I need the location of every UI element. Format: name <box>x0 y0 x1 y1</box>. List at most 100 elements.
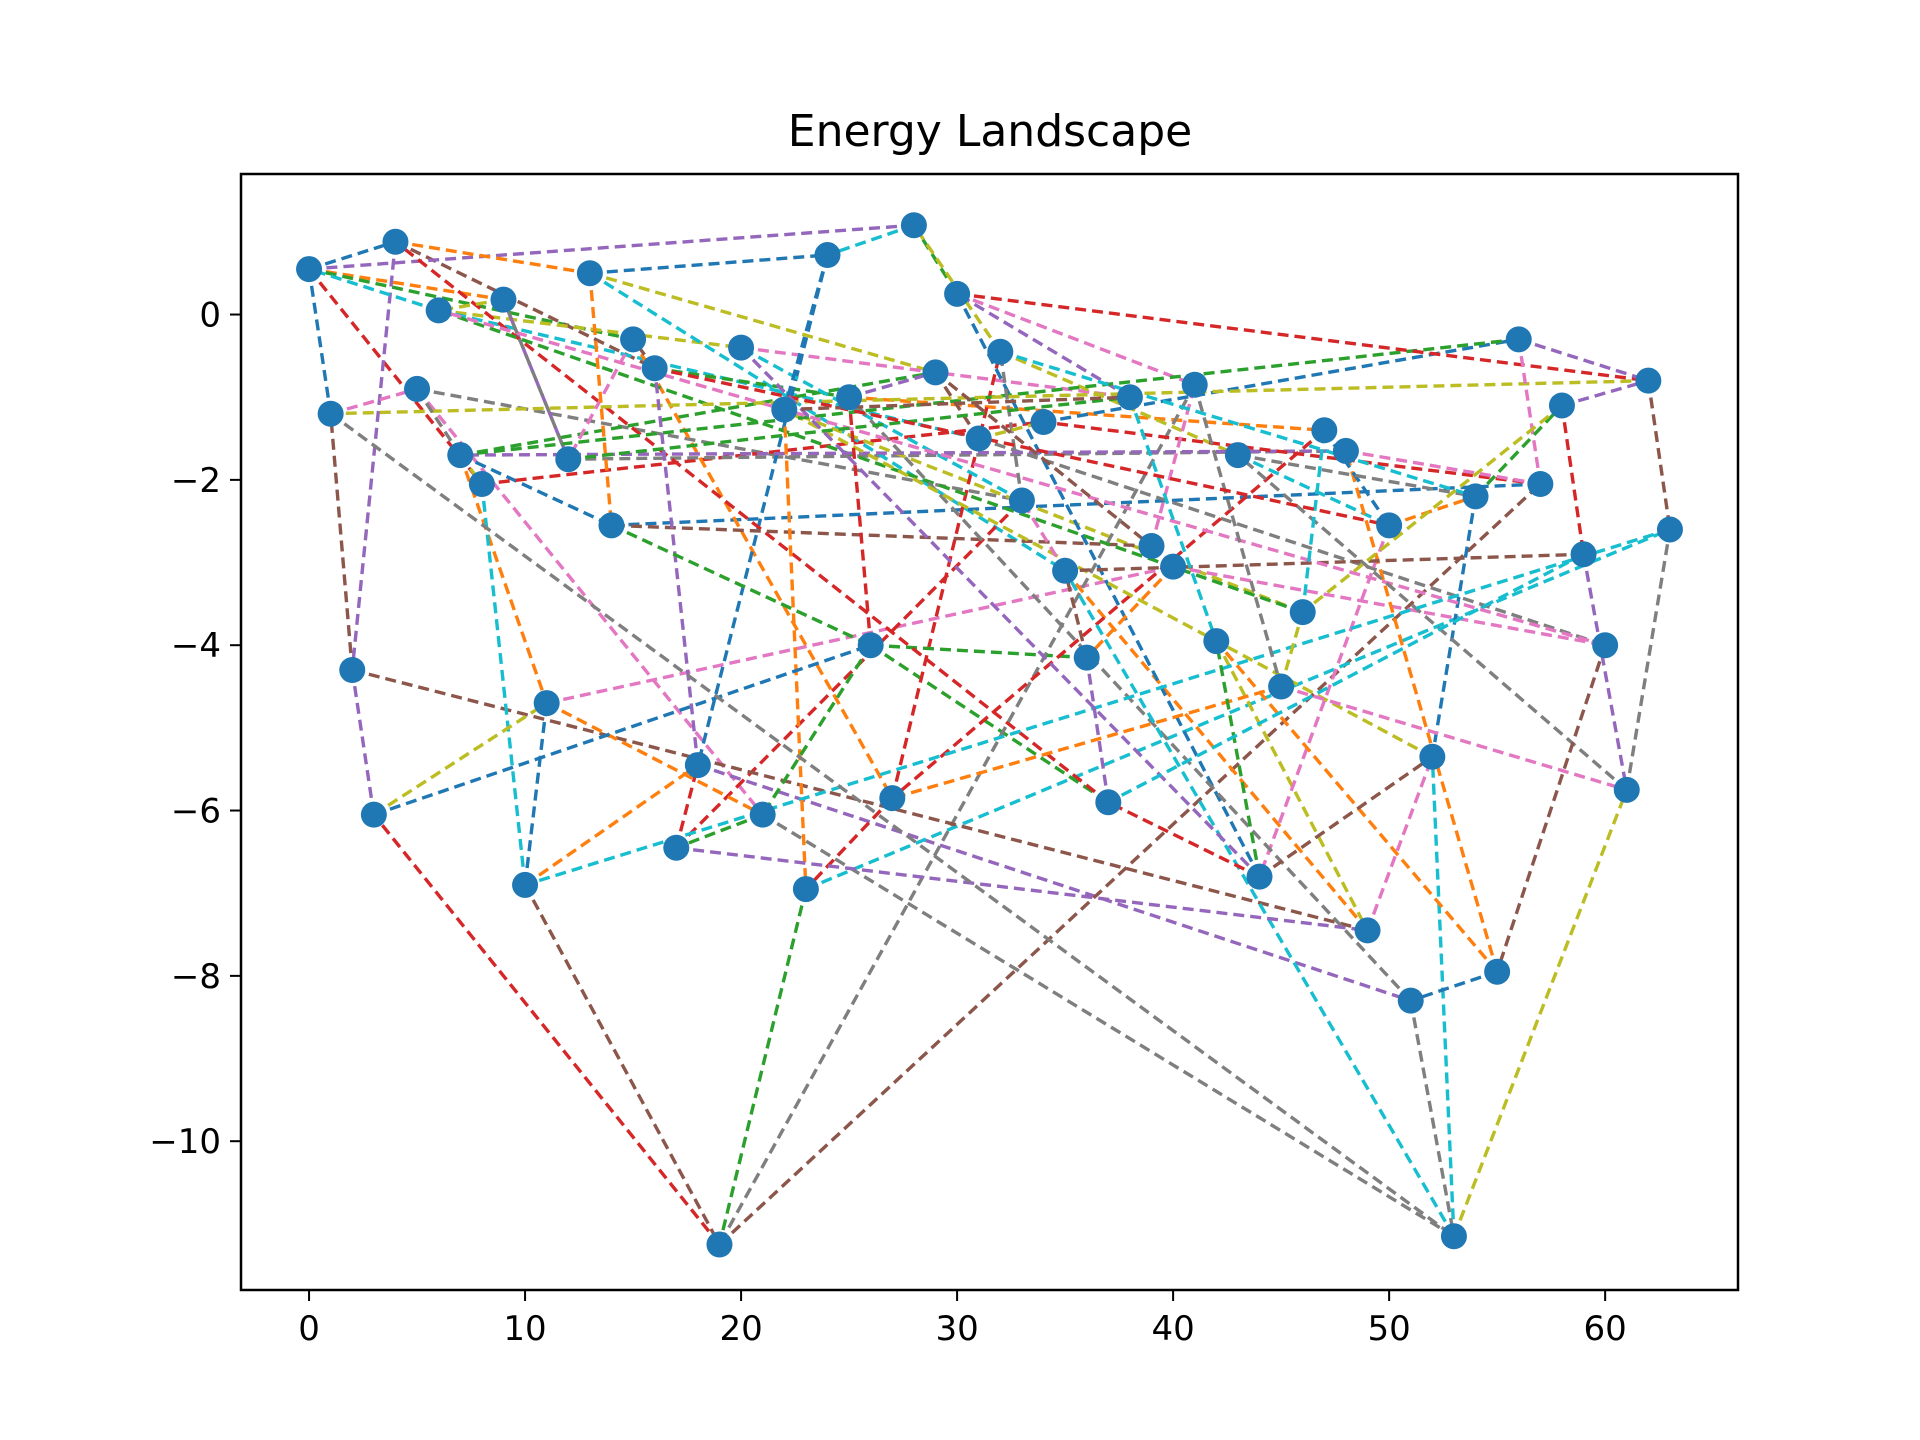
edge-line <box>956 292 1196 387</box>
data-point <box>339 657 366 683</box>
data-point <box>1095 789 1122 816</box>
edge-line <box>1020 499 1067 572</box>
data-point <box>1548 392 1575 419</box>
edge-line <box>610 523 872 647</box>
edge-line <box>675 499 1024 849</box>
edge-line <box>307 268 333 414</box>
edge-line <box>1301 404 1564 614</box>
edge-line <box>1172 564 1606 647</box>
edge-line <box>523 702 549 886</box>
edge-line <box>1257 524 1391 878</box>
data-point <box>922 359 949 386</box>
edge-line <box>1301 430 1327 613</box>
data-point <box>1311 417 1338 444</box>
edge-line <box>804 796 894 891</box>
edge-line <box>869 643 1110 804</box>
data-point <box>555 446 582 473</box>
edge-line <box>782 409 808 890</box>
chart-title: Energy Landscape <box>788 106 1192 157</box>
data-point <box>1592 632 1619 659</box>
data-point <box>1138 533 1165 559</box>
edge-line <box>460 337 1519 457</box>
edge-line <box>675 813 764 850</box>
edge-line <box>1561 379 1649 408</box>
data-point <box>1030 409 1057 435</box>
data-point <box>1635 367 1662 394</box>
edge-line <box>1063 569 1369 932</box>
edge-line <box>308 267 440 313</box>
data-point <box>1116 384 1143 411</box>
edge-line <box>676 846 1368 933</box>
data-point <box>1073 644 1100 671</box>
data-point <box>425 297 452 324</box>
edge-line <box>1085 565 1175 659</box>
data-point <box>447 442 474 469</box>
data-point <box>1419 743 1446 770</box>
data-point <box>1462 483 1489 510</box>
edge-line <box>1452 789 1629 1237</box>
data-point <box>1268 673 1295 700</box>
edge-line <box>1495 644 1607 973</box>
edge-line <box>1474 404 1564 498</box>
edge-line <box>654 366 1390 527</box>
edge-line <box>631 338 894 799</box>
data-point <box>598 512 625 539</box>
edge-line <box>1581 553 1629 791</box>
edge-line <box>1430 496 1478 758</box>
edge-line <box>568 395 1131 461</box>
edge-line <box>1625 529 1672 791</box>
data-point <box>360 801 387 828</box>
edge-line <box>783 408 1304 614</box>
edge-line <box>459 370 936 457</box>
edge-line <box>611 482 1541 528</box>
data-point <box>404 375 431 402</box>
edge-line <box>330 378 1649 416</box>
data-point <box>296 256 323 283</box>
data-point <box>1052 557 1079 584</box>
edge-line <box>524 527 1671 887</box>
edge-line <box>589 271 936 375</box>
x-tick-label: 0 <box>298 1309 320 1349</box>
edge-line <box>847 397 873 646</box>
data-point <box>749 801 776 828</box>
x-tick-label: 60 <box>1584 1309 1627 1349</box>
edge-line <box>1517 339 1543 485</box>
edge-line <box>1063 569 1456 1238</box>
y-tick-label: −4 <box>171 626 221 666</box>
edge-line <box>458 454 549 704</box>
data-point <box>1203 628 1230 655</box>
edge-line <box>998 351 1024 501</box>
data-point <box>1332 437 1359 464</box>
edge-line <box>415 387 765 816</box>
data-point <box>944 280 971 307</box>
data-point <box>576 260 603 287</box>
edge-line <box>978 436 1606 647</box>
data-point <box>900 212 927 239</box>
data-point <box>663 834 690 861</box>
edge-line <box>350 241 398 671</box>
edge-line <box>999 350 1477 499</box>
edge-line <box>372 701 548 817</box>
data-point <box>1181 371 1208 398</box>
edge-line <box>782 254 830 411</box>
edge-line <box>934 371 981 440</box>
edge-line <box>1215 639 1499 973</box>
data-point <box>728 334 755 361</box>
edge-line <box>696 254 830 766</box>
edge-line <box>934 371 1153 548</box>
data-point <box>382 228 409 255</box>
x-axis: 0 10 20 30 40 50 60 <box>298 1290 1627 1349</box>
data-point <box>1376 512 1403 539</box>
data-point <box>1397 987 1424 1014</box>
edge-line <box>1560 405 1586 555</box>
edge-line <box>1107 552 1585 804</box>
edge-line <box>956 292 1649 383</box>
edge-line <box>1280 684 1628 792</box>
edge-line <box>372 813 721 1246</box>
edge-line <box>1085 657 1110 803</box>
edge-line <box>1258 755 1434 879</box>
x-tick-label: 20 <box>719 1309 762 1349</box>
edge-line <box>394 240 656 370</box>
data-point <box>1484 958 1511 985</box>
edge-line <box>1236 453 1628 792</box>
